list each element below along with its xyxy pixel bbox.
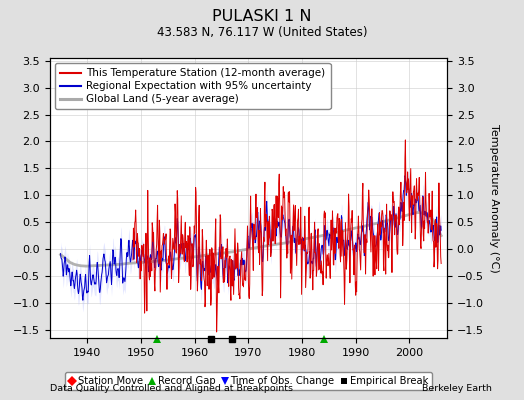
Text: 43.583 N, 76.117 W (United States): 43.583 N, 76.117 W (United States) xyxy=(157,26,367,39)
Y-axis label: Temperature Anomaly (°C): Temperature Anomaly (°C) xyxy=(489,124,499,272)
Text: Berkeley Earth: Berkeley Earth xyxy=(422,384,492,393)
Legend: Station Move, Record Gap, Time of Obs. Change, Empirical Break: Station Move, Record Gap, Time of Obs. C… xyxy=(65,372,432,390)
Text: PULASKI 1 N: PULASKI 1 N xyxy=(212,9,312,24)
Text: Data Quality Controlled and Aligned at Breakpoints: Data Quality Controlled and Aligned at B… xyxy=(50,384,293,393)
